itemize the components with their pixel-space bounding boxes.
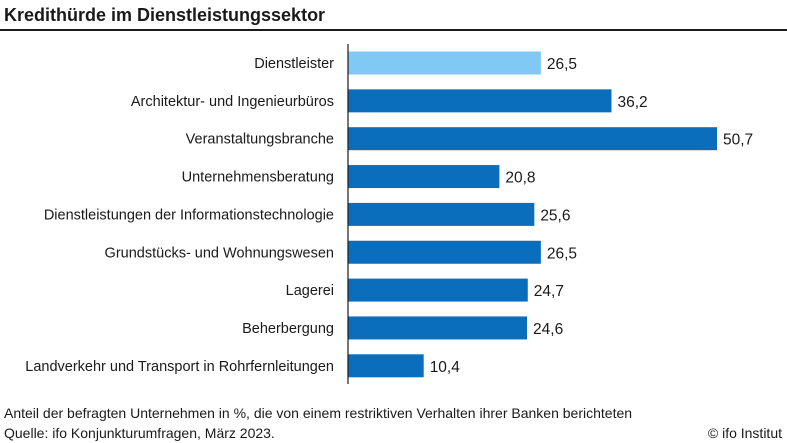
category-label: Beherbergung [242, 321, 334, 337]
value-label: 20,8 [505, 170, 535, 187]
bar [348, 89, 612, 113]
chart-title: Kredithürde im Dienstleistungssektor [4, 5, 326, 25]
category-label: Lagerei [286, 283, 334, 299]
category-label: Dienstleister [254, 56, 334, 72]
bar [348, 127, 717, 151]
copyright-credit: © ifo Institut [707, 425, 782, 441]
value-label: 24,6 [533, 321, 563, 338]
bar [348, 316, 528, 340]
category-label: Grundstücks- und Wohnungswesen [105, 245, 334, 261]
value-label: 26,5 [547, 56, 577, 73]
bar [348, 165, 500, 189]
value-label: 10,4 [430, 359, 461, 376]
category-label: Veranstaltungsbranche [186, 132, 334, 148]
chart-note: Anteil der befragten Unternehmen in %, d… [4, 405, 633, 421]
category-label: Dienstleistungen der Informationstechnol… [44, 207, 334, 223]
value-label: 36,2 [617, 94, 647, 111]
category-label: Architektur- und Ingenieurbüros [131, 94, 334, 110]
bar [348, 202, 535, 226]
bar [348, 51, 541, 75]
title-divider [0, 29, 787, 31]
bar [348, 354, 424, 378]
value-label: 26,5 [547, 245, 577, 262]
source-line: Quelle: ifo Konjunkturumfragen, März 202… [4, 425, 275, 441]
bar [348, 240, 541, 264]
bar [348, 278, 528, 302]
value-label: 25,6 [540, 207, 570, 224]
value-label: 50,7 [723, 132, 753, 149]
category-label: Unternehmensberatung [182, 170, 334, 186]
value-label: 24,7 [534, 283, 564, 300]
category-label: Landverkehr und Transport in Rohrfernlei… [25, 359, 334, 375]
bar-chart: Dienstleister 26,5 Architektur- und Ingeni… [25, 44, 753, 384]
